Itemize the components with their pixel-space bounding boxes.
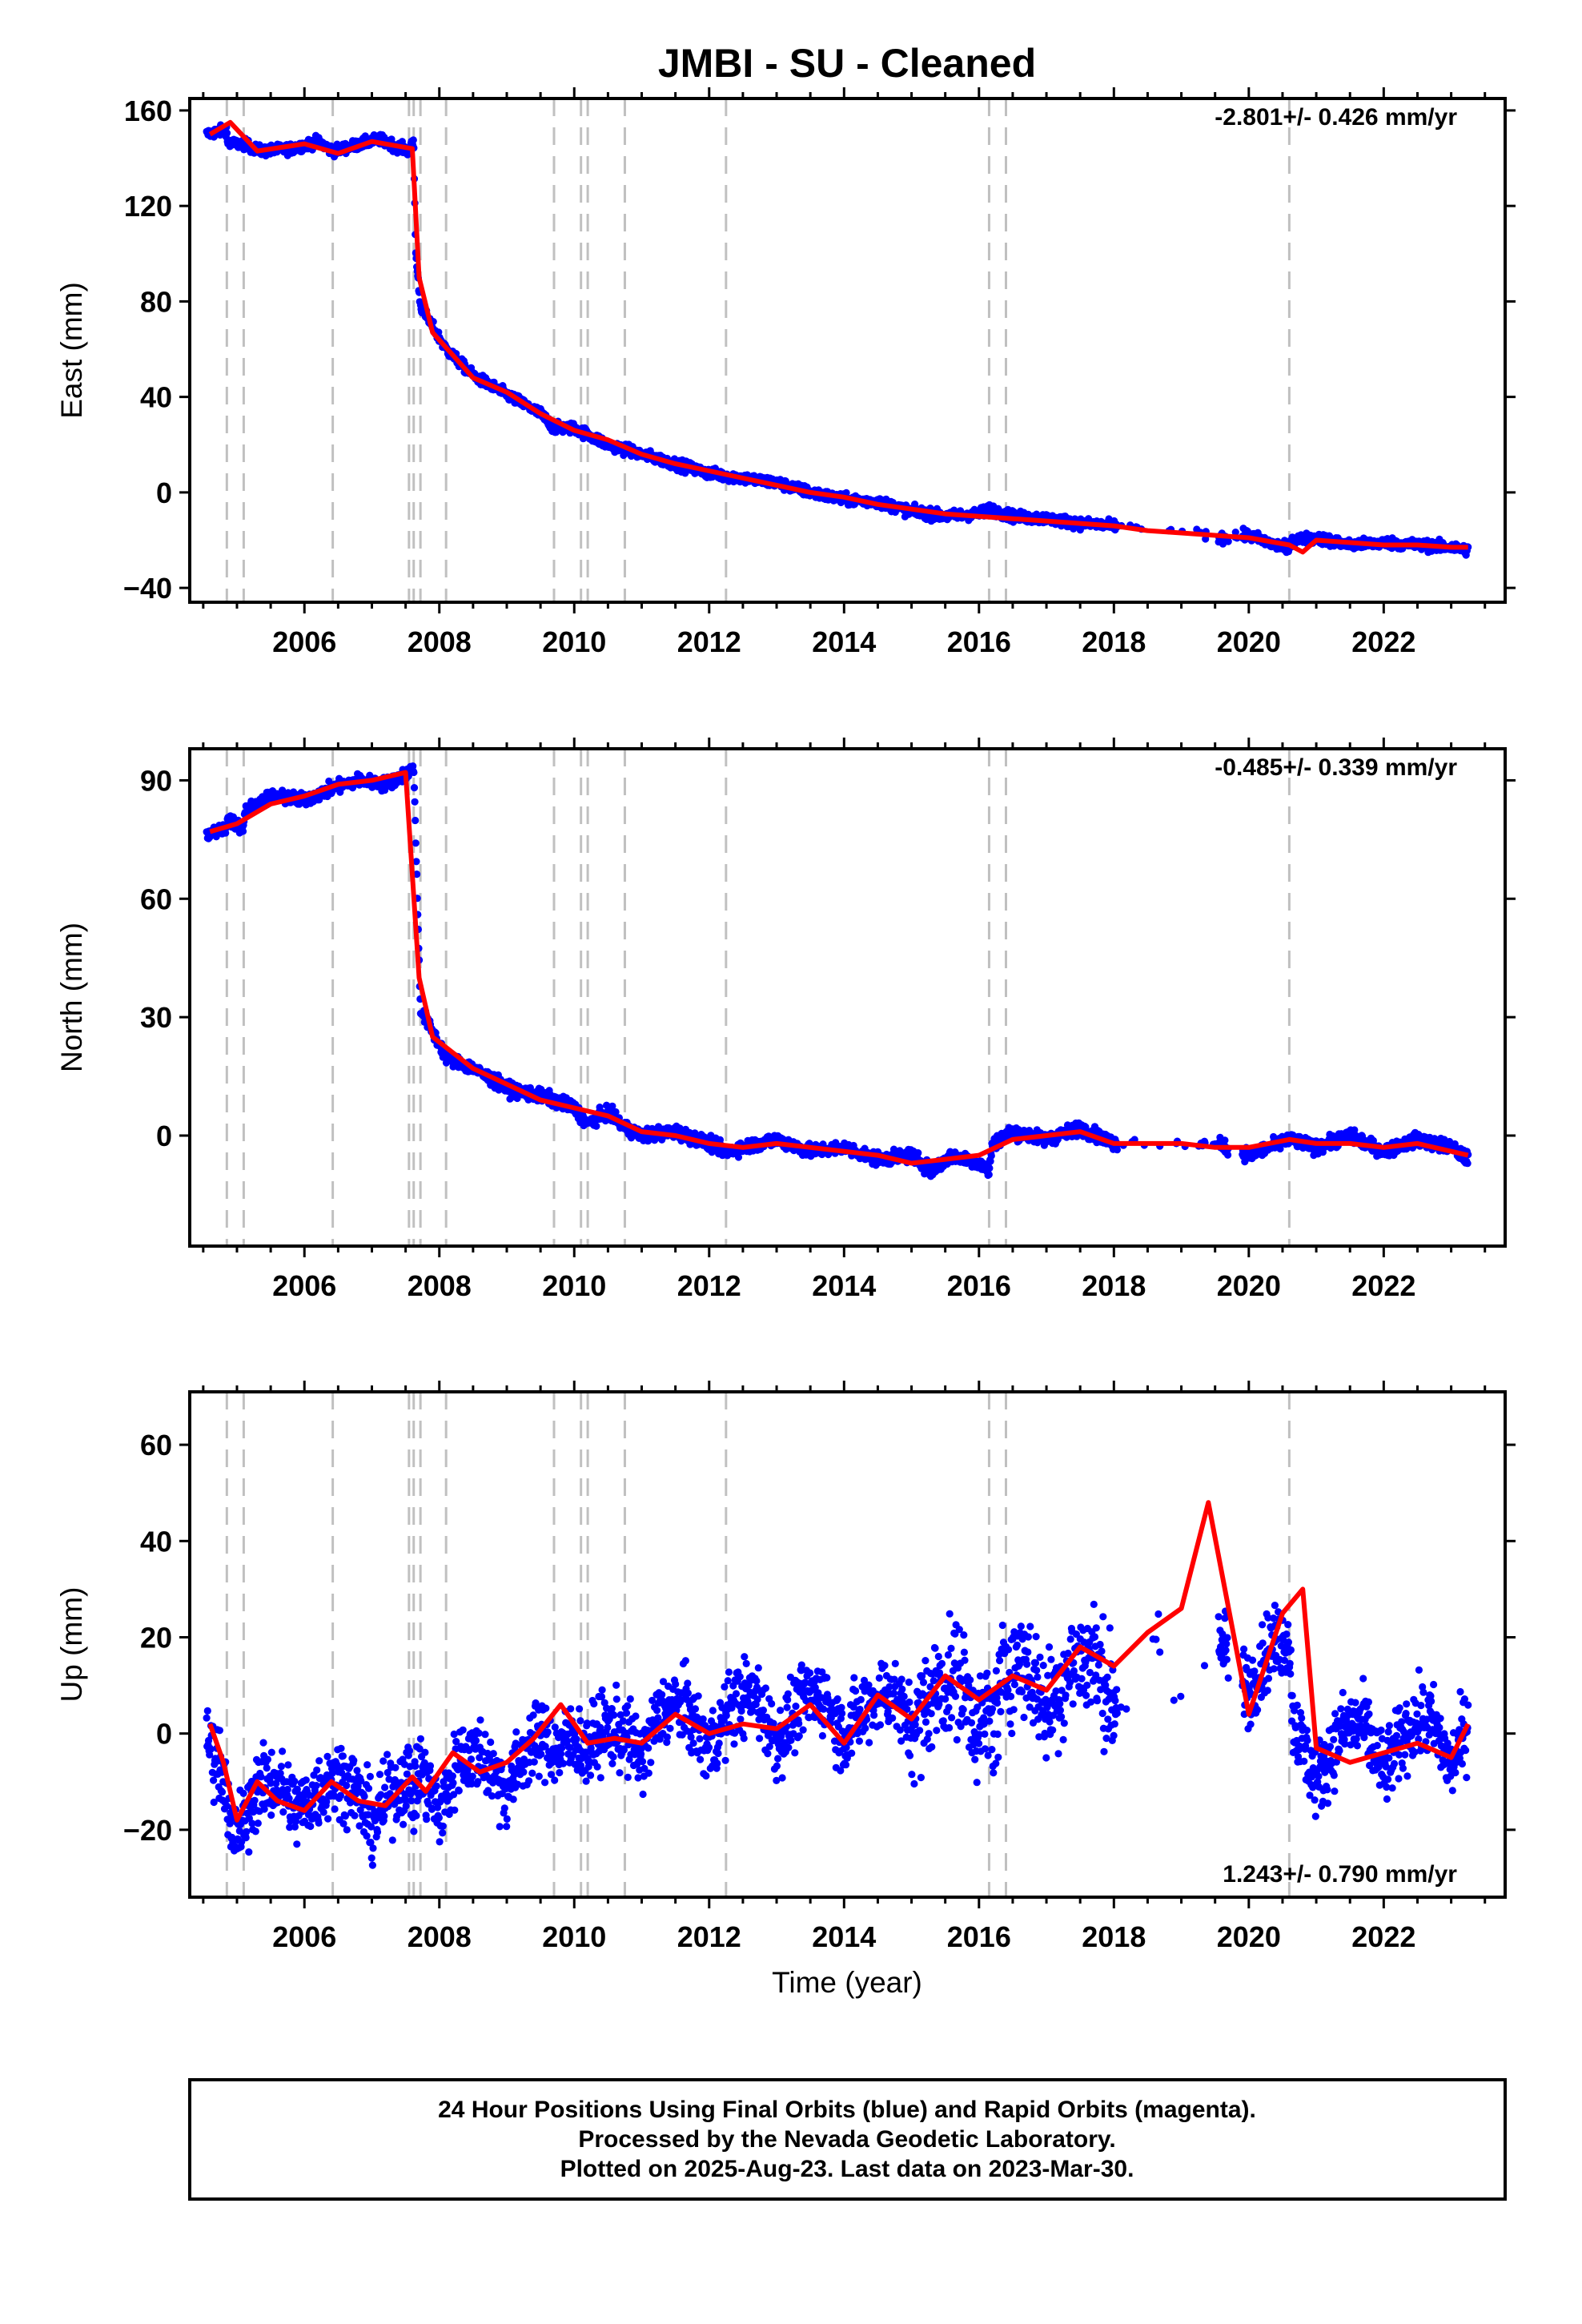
data-point xyxy=(412,839,420,847)
data-point xyxy=(409,136,417,144)
y-tick-label: 160 xyxy=(124,94,172,127)
data-point xyxy=(413,870,421,879)
data-point xyxy=(986,1157,994,1165)
rate-label-east: -2.801+/- 0.426 mm/yr xyxy=(1215,104,1457,131)
y-tick-label: 90 xyxy=(140,764,172,797)
data-point xyxy=(734,1153,743,1161)
data-point xyxy=(412,858,420,866)
plot-frame xyxy=(188,747,1507,1248)
panel-east: −40 0 40 80 120 160 2006 2008 2010 2012 2014 2016 20… xyxy=(55,87,1516,658)
x-tick-label: 2010 xyxy=(542,625,606,658)
data-point xyxy=(612,1108,620,1116)
data-point xyxy=(1221,1136,1229,1144)
data-point xyxy=(986,1164,994,1172)
x-tick-label: 2018 xyxy=(1082,625,1146,658)
data-point xyxy=(1113,1146,1121,1154)
model-line xyxy=(209,770,1469,1166)
data-point xyxy=(691,1129,699,1137)
x-tick-label: 2008 xyxy=(408,1269,472,1302)
data-point xyxy=(223,129,231,137)
y-tick-label: 0 xyxy=(156,476,172,509)
x-tick-label: 2016 xyxy=(947,625,1011,658)
y-axis-label-east: East (mm) xyxy=(55,282,88,419)
data-point xyxy=(592,1122,600,1130)
y-tick-label: 0 xyxy=(156,1120,172,1152)
data-point xyxy=(608,1102,616,1110)
x-tick-label: 2020 xyxy=(1217,625,1281,658)
y-tick-label: 30 xyxy=(140,1001,172,1034)
data-point xyxy=(1464,1160,1472,1168)
data-point xyxy=(410,784,419,792)
data-point xyxy=(1224,537,1232,545)
model-line xyxy=(208,119,1468,555)
y-tick-label: 80 xyxy=(140,285,172,318)
data-point xyxy=(411,798,419,806)
plot-frame xyxy=(188,97,1507,604)
y-tick-label: 40 xyxy=(140,381,172,414)
data-point xyxy=(914,1149,922,1157)
data-point xyxy=(239,827,247,835)
x-tick-label: 2022 xyxy=(1351,625,1415,658)
data-point xyxy=(409,762,417,770)
x-tick-label: 2006 xyxy=(272,625,336,658)
data-point xyxy=(987,1152,995,1160)
y-tick-label: 60 xyxy=(140,883,172,915)
x-tick-label: 2006 xyxy=(272,1269,336,1302)
data-point xyxy=(410,768,418,777)
data-point xyxy=(1231,529,1239,537)
y-tick-label: −40 xyxy=(123,572,172,605)
x-tick-label: 2014 xyxy=(812,625,876,658)
data-point xyxy=(222,829,230,837)
y-tick-label: 120 xyxy=(124,190,172,223)
data-point xyxy=(985,1171,993,1179)
x-tick-label: 2008 xyxy=(408,625,472,658)
x-tick-label: 2012 xyxy=(677,625,741,658)
data-point xyxy=(412,816,420,825)
data-point xyxy=(1224,1151,1232,1159)
figure-title: JMBI - SU - Cleaned xyxy=(658,41,1036,86)
